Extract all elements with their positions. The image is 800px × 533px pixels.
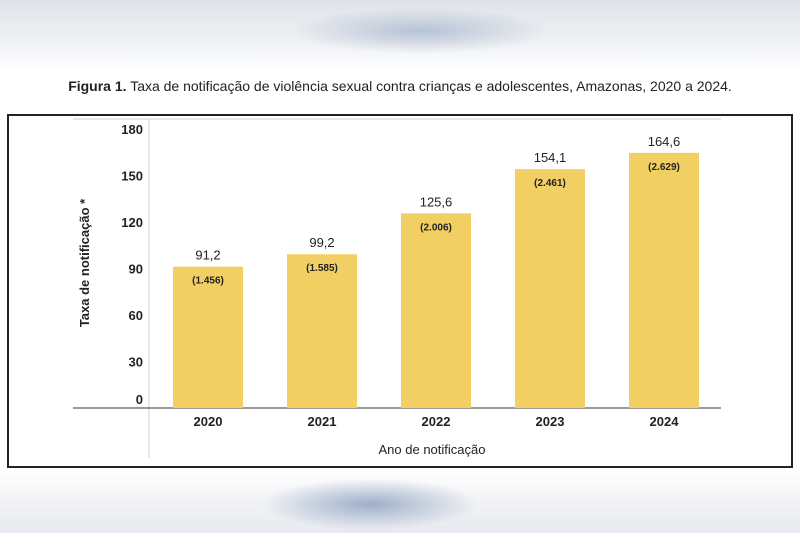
caption-prefix: Figura 1. (68, 78, 127, 94)
bar-count-label: (1.456) (192, 276, 224, 287)
x-axis-title: Ano de notificação (379, 442, 486, 457)
x-tick-label: 2023 (536, 414, 565, 429)
bar (515, 169, 585, 408)
bar-count-label: (2.006) (420, 222, 452, 233)
bar-value-label: 164,6 (648, 134, 681, 149)
bar-value-label: 99,2 (309, 235, 334, 250)
bar (287, 254, 357, 408)
y-tick-label: 30 (129, 355, 143, 370)
bar-value-label: 91,2 (195, 248, 220, 263)
bar-value-label: 154,1 (534, 150, 567, 165)
x-tick-label: 2024 (650, 414, 680, 429)
y-tick-label: 180 (121, 122, 143, 137)
bar-count-label: (1.585) (306, 263, 338, 274)
y-tick-label: 60 (129, 308, 143, 323)
y-tick-label: 90 (129, 262, 143, 277)
y-tick-label: 0 (136, 392, 143, 407)
background-blur-top (0, 0, 800, 72)
y-tick-label: 120 (121, 215, 143, 230)
y-tick-label: 150 (121, 169, 143, 184)
bar-chart: 0 30 60 90 120 150 180 91,2 (1.456) 2020 99,2 (1.58… (73, 118, 721, 458)
bar (173, 266, 243, 408)
background-blur-bottom (0, 470, 800, 533)
bar-value-label: 125,6 (420, 194, 453, 209)
figure-caption: Figura 1. Taxa de notificação de violênc… (0, 78, 800, 94)
bar-count-label: (2.629) (648, 162, 680, 173)
x-tick-label: 2021 (308, 414, 337, 429)
chart-frame: 0 30 60 90 120 150 180 91,2 (1.456) 2020 99,2 (1.58… (7, 114, 793, 468)
x-tick-label: 2020 (194, 414, 223, 429)
bar (629, 152, 699, 408)
caption-text: Taxa de notificação de violência sexual … (130, 78, 732, 94)
bar (401, 213, 471, 408)
x-tick-label: 2022 (422, 414, 451, 429)
y-axis-title: Taxa de notificação * (77, 198, 92, 327)
bar-count-label: (2.461) (534, 178, 566, 189)
